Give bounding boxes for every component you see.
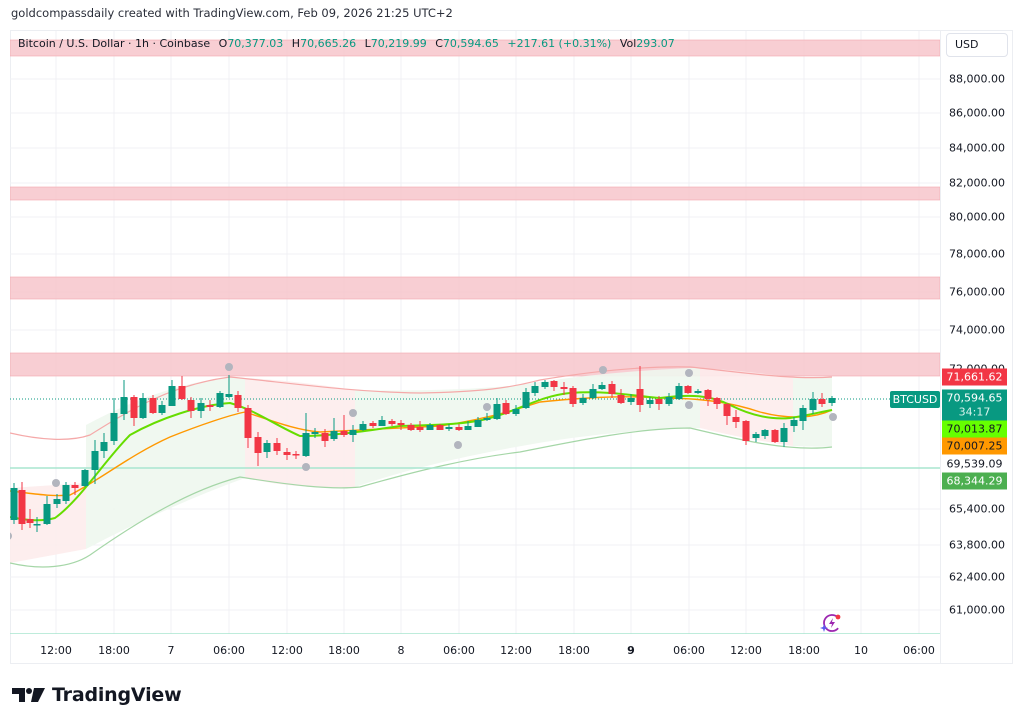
- volume-label: Vol: [619, 37, 637, 50]
- high-label: H: [291, 37, 301, 50]
- time-label: 12:00: [500, 644, 532, 657]
- close-label: C: [435, 37, 443, 50]
- price-label: 63,800.00: [949, 538, 1005, 552]
- time-label: 9: [627, 644, 635, 657]
- currency-button[interactable]: USD: [946, 33, 1008, 57]
- price-label: 61,000.00: [949, 603, 1005, 617]
- time-label: 06:00: [903, 644, 935, 657]
- time-label: 8: [397, 644, 405, 657]
- price-axis-separator: [940, 31, 941, 664]
- change-value: +217.61 (+0.31%): [507, 37, 612, 50]
- time-label: 12:00: [730, 644, 762, 657]
- tradingview-logo[interactable]: TradingView: [12, 684, 182, 706]
- time-label: 12:00: [271, 644, 303, 657]
- price-label: 88,000.00: [949, 72, 1005, 86]
- time-label: 18:00: [558, 644, 590, 657]
- price-label: 62,400.00: [949, 570, 1005, 584]
- volume-value: 293.07: [636, 37, 675, 50]
- low-label: L: [364, 37, 371, 50]
- signal-dots: [10, 363, 837, 540]
- time-label: 10: [854, 644, 868, 657]
- slow-ma-tag: 70,007.25: [942, 437, 1007, 455]
- hline-plain-tag: 69,539.09: [942, 455, 1007, 473]
- price-label: 84,000.00: [949, 141, 1005, 155]
- time-label: 18:00: [328, 644, 360, 657]
- chart-frame: [10, 30, 1013, 664]
- price-label: 65,400.00: [949, 502, 1005, 516]
- time-label: 7: [167, 644, 175, 657]
- grid-lines: [10, 31, 940, 634]
- tradingview-logo-icon: [12, 688, 45, 702]
- symbol-legend: Bitcoin / U.S. Dollar · 1h · Coinbase O7…: [18, 37, 675, 50]
- open-value: 70,377.03: [227, 37, 284, 50]
- last-price-tag: 70,594.65: [942, 389, 1007, 407]
- chart-plot-area[interactable]: [10, 31, 940, 634]
- lower-band-tag: 68,344.29: [942, 472, 1007, 490]
- close-value: 70,594.65: [442, 37, 499, 50]
- symbol-title: Bitcoin / U.S. Dollar · 1h · Coinbase: [18, 37, 211, 50]
- candlestick-chart: [10, 31, 940, 634]
- price-label: 80,000.00: [949, 210, 1005, 224]
- logo-text: TradingView: [52, 684, 182, 706]
- time-label: 12:00: [40, 644, 72, 657]
- assistant-lightning-icon[interactable]: [820, 612, 843, 634]
- price-label: 86,000.00: [949, 106, 1005, 120]
- time-label: 06:00: [213, 644, 245, 657]
- price-label: 76,000.00: [949, 285, 1005, 299]
- low-value: 70,219.99: [370, 37, 427, 50]
- time-label: 18:00: [788, 644, 820, 657]
- candles: [10, 366, 836, 532]
- envelope-bands: [10, 366, 833, 568]
- symbol-tag: BTCUSD: [890, 391, 940, 408]
- fast-ma-tag: 70,013.87: [942, 420, 1007, 438]
- time-label: 06:00: [443, 644, 475, 657]
- resistance-zones: [10, 39, 940, 377]
- upper-band-tag: 71,661.62: [942, 368, 1007, 386]
- high-value: 70,665.26: [300, 37, 357, 50]
- price-label: 78,000.00: [949, 247, 1005, 261]
- price-label: 82,000.00: [949, 176, 1005, 190]
- price-label: 74,000.00: [949, 323, 1005, 337]
- countdown-tag: 34:17: [942, 403, 1007, 421]
- time-label: 06:00: [673, 644, 705, 657]
- time-label: 18:00: [98, 644, 130, 657]
- open-label: O: [218, 37, 228, 50]
- attribution-text: goldcompassdaily created with TradingVie…: [11, 6, 453, 20]
